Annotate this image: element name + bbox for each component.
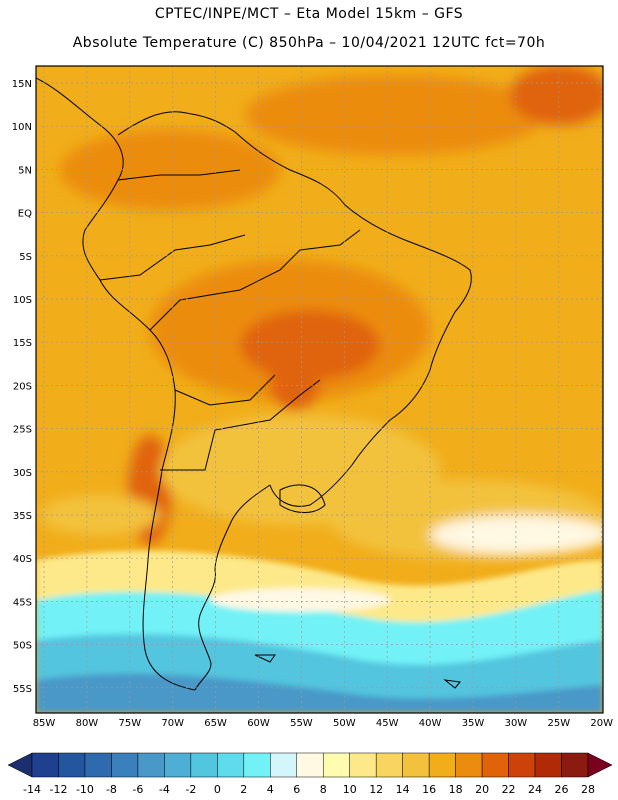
warm-field-north-sa [60, 130, 280, 210]
lon-label: 55W [290, 718, 313, 729]
lat-label: 15S [13, 338, 32, 349]
temperature-field [36, 66, 603, 713]
longitude-labels: 85W 80W 75W 70W 65W 60W 55W 50W 45W 40W 35W 30W 25W 2… [33, 718, 613, 729]
colorbar-label: -10 [76, 783, 94, 796]
lon-label: 35W [462, 718, 485, 729]
colorbar-swatch [534, 752, 562, 778]
colorbar-label: -4 [159, 783, 170, 796]
colorbar-label: 0 [214, 783, 221, 796]
lat-label: 55S [13, 684, 32, 695]
lon-label: 50W [333, 718, 356, 729]
colorbar-label: -2 [185, 783, 196, 796]
colorbar-swatch [58, 752, 86, 778]
colorbar-label: 6 [293, 783, 300, 796]
colorbar-label: -14 [23, 783, 41, 796]
colorbar-label: 20 [475, 783, 489, 796]
lon-label: 70W [161, 718, 184, 729]
hot-field-northeast [510, 66, 603, 125]
colorbar-label: 22 [502, 783, 516, 796]
colorbar-swatch [270, 752, 298, 778]
lon-label: 85W [33, 718, 56, 729]
colorbar-swatch [190, 752, 218, 778]
latitude-labels: 15N 10N 5N EQ 5S 10S 15S 20S 25S 30S 35S 40S 45S 50S 5… [12, 79, 32, 695]
colorbar-low-arrow [7, 752, 33, 778]
lat-label: 20S [13, 381, 32, 392]
colorbar-swatch [402, 752, 430, 778]
colorbar-swatch [375, 752, 403, 778]
lon-label: 45W [376, 718, 399, 729]
lon-label: 75W [118, 718, 141, 729]
colorbar-swatch [428, 752, 456, 778]
lon-label: 80W [76, 718, 99, 729]
lat-label: 5N [18, 165, 32, 176]
colorbar-swatch [31, 752, 59, 778]
colorbar-label: 24 [528, 783, 542, 796]
colorbar-swatch [561, 752, 589, 778]
warm-field-north-atlantic [245, 75, 545, 155]
lat-label: 35S [13, 511, 32, 522]
colorbar-label: 12 [369, 783, 383, 796]
colorbar-label: 26 [555, 783, 569, 796]
colorbar-swatch [349, 752, 377, 778]
map-title: CPTEC/INPE/MCT – Eta Model 15km – GFS [154, 6, 464, 22]
colorbar-swatch [481, 752, 509, 778]
colorbar-label: -12 [49, 783, 67, 796]
colorbar-swatch [111, 752, 139, 778]
colorbar-swatch [508, 752, 536, 778]
colorbar-label: 8 [320, 783, 327, 796]
cream-field-atlantic [430, 515, 603, 555]
lat-label: 5S [19, 252, 32, 263]
colorbar-swatch [217, 752, 245, 778]
lat-label: EQ [18, 209, 32, 220]
colorbar-label: 2 [240, 783, 247, 796]
lon-label: 30W [505, 718, 528, 729]
lon-label: 40W [419, 718, 442, 729]
lat-label: 10N [12, 122, 32, 133]
lon-label: 60W [247, 718, 270, 729]
coastlines [36, 77, 472, 691]
colorbar: -14 -12 -10 -8 -6 -4 -2 0 2 4 6 8 10 12 14 16 18 20 22 24 26… [7, 752, 613, 796]
lat-label: 10S [13, 295, 32, 306]
colorbar-swatch [137, 752, 165, 778]
cream-patch-south [210, 588, 390, 612]
colorbar-label: 18 [449, 783, 463, 796]
colorbar-swatch [243, 752, 271, 778]
colorbar-label: 4 [267, 783, 274, 796]
lat-label: 45S [13, 597, 32, 608]
colorbar-swatch [164, 752, 192, 778]
lon-label: 25W [547, 718, 570, 729]
colorbar-label: 14 [396, 783, 410, 796]
colorbar-label: -8 [106, 783, 117, 796]
colorbar-label: 16 [422, 783, 436, 796]
lat-label: 15N [12, 79, 32, 90]
lat-label: 50S [13, 641, 32, 652]
colorbar-label: -6 [132, 783, 143, 796]
lat-label: 30S [13, 468, 32, 479]
colorbar-swatch [322, 752, 350, 778]
teal-band [36, 673, 603, 713]
colorbar-high-arrow [587, 752, 613, 778]
colorbar-swatch [84, 752, 112, 778]
colorbar-label: 28 [581, 783, 595, 796]
hot-field-pantanal [270, 360, 320, 410]
mild-field-pacific [40, 495, 160, 535]
map-subtitle: Absolute Temperature (C) 850hPa – 10/04/… [72, 35, 546, 51]
colorbar-swatch [455, 752, 483, 778]
lon-label: 65W [204, 718, 227, 729]
lon-label: 20W [590, 718, 613, 729]
lat-label: 25S [13, 425, 32, 436]
lat-label: 40S [13, 554, 32, 565]
plot-frame [35, 65, 604, 714]
colorbar-swatch [296, 752, 324, 778]
colorbar-label: 10 [343, 783, 357, 796]
hot-field-central-brazil [240, 310, 380, 380]
